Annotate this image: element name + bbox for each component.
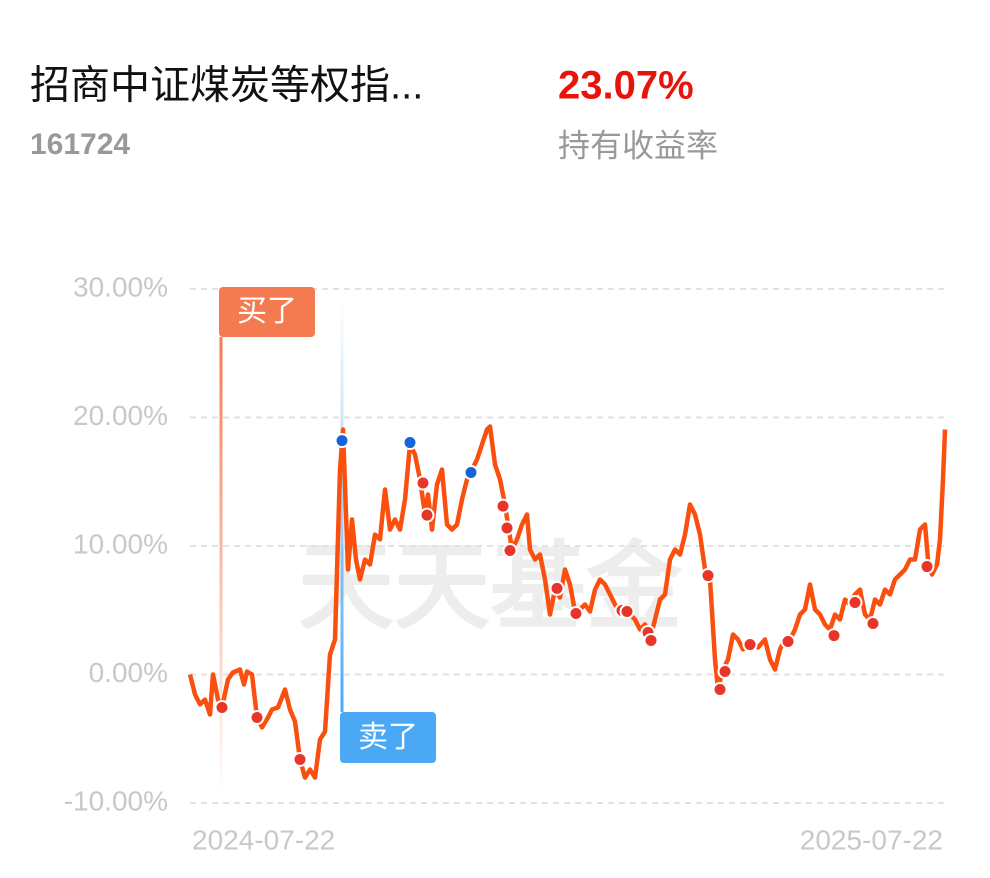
fund-code: 161724 [30, 128, 130, 161]
sell-tag-label: 卖了 [358, 721, 418, 754]
buy-point [502, 542, 518, 558]
buy-point [717, 664, 733, 680]
buy-point [415, 475, 431, 491]
buy-point [826, 628, 842, 644]
return-label: 持有收益率 [558, 127, 718, 163]
buy-point [292, 751, 308, 767]
y-tick-label: -10.00% [64, 785, 168, 816]
sell-line [340, 299, 344, 712]
buy-point [249, 710, 265, 726]
buy-point [865, 615, 881, 631]
buy-line [219, 337, 223, 795]
buy-point [499, 520, 515, 536]
buy-point [549, 580, 565, 596]
buy-point [568, 605, 584, 621]
sell-tag [340, 712, 436, 763]
sell-point [334, 433, 350, 449]
watermark: 天天基金 [298, 530, 683, 643]
y-tick-label: 30.00% [73, 271, 168, 302]
buy-point [700, 568, 716, 584]
buy-point [847, 595, 863, 611]
buy-point [214, 700, 230, 716]
buy-point [919, 559, 935, 575]
return-value: 23.07% [558, 64, 694, 108]
buy-tag [219, 287, 315, 337]
buy-point [419, 507, 435, 523]
buy-point [780, 633, 796, 649]
buy-point [495, 498, 511, 514]
sell-point [402, 435, 418, 451]
y-tick-label: 0.00% [89, 657, 168, 688]
x-tick-label: 2025-07-22 [800, 824, 943, 855]
buy-tag-label: 买了 [237, 295, 297, 328]
y-tick-label: 20.00% [73, 400, 168, 431]
x-tick-label: 2024-07-22 [192, 824, 335, 855]
buy-point [643, 632, 659, 648]
fund-title: 招商中证煤炭等权指... [30, 64, 423, 108]
buy-point [742, 637, 758, 653]
y-tick-label: 10.00% [73, 528, 168, 559]
buy-point [619, 604, 635, 620]
buy-point [712, 682, 728, 698]
sell-point [463, 464, 479, 480]
line-series [187, 424, 948, 780]
